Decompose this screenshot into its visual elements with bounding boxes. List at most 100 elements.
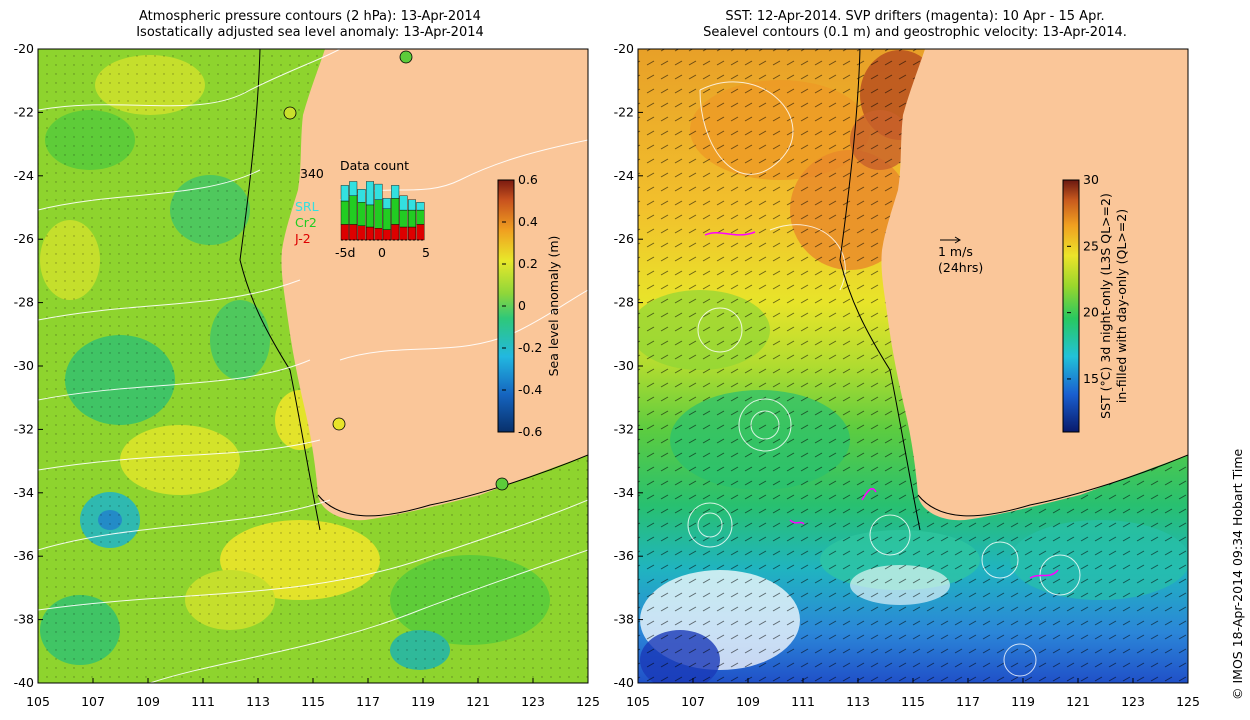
- lon-tick-label: 109: [136, 694, 160, 709]
- lat-tick-label: -30: [14, 358, 34, 373]
- inset-bar-cr2: [382, 208, 391, 230]
- left-land: [281, 49, 588, 521]
- inset-bar-srl: [357, 189, 366, 203]
- lon-tick-label: 117: [956, 694, 980, 709]
- shelf-contour: [317, 454, 588, 517]
- right-title-line1: SST: 12-Apr-2014. SVP drifters (magenta)…: [725, 9, 1105, 24]
- lon-tick-label: 115: [301, 694, 325, 709]
- lon-tick-label: 111: [191, 694, 215, 709]
- lon-tick-label: 107: [81, 694, 105, 709]
- lat-tick-label: -22: [614, 104, 634, 119]
- lon-tick-label: 111: [791, 694, 815, 709]
- inset-bar-j2: [349, 224, 358, 241]
- inset-xtick: 5: [422, 245, 430, 260]
- inset-bar-srl: [408, 199, 417, 211]
- sst-colorbar-label-line2: in-filled with day-only (QL>=2): [1114, 209, 1129, 403]
- inset-bar-j2: [340, 224, 349, 241]
- lat-tick-label: -38: [614, 612, 634, 627]
- inset-bar-j2: [408, 226, 417, 241]
- sst-colorbar-label-line1: SST (°C) 3d night-only (L3S QL>=2): [1098, 193, 1113, 419]
- inset-xtick: 0: [378, 245, 386, 260]
- data-count-inset: Data count 340 SRL Cr2 J-2 -5d 0 5: [294, 158, 430, 260]
- legend-srl: SRL: [295, 199, 319, 214]
- velocity-scale-sublabel: (24hrs): [938, 260, 983, 275]
- sla-colorbar-label: Sea level anomaly (m): [546, 236, 561, 377]
- credit-text: © IMOS 18-Apr-2014 09:34 Hobart Time: [1230, 448, 1245, 700]
- left-title-line2: Isostatically adjusted sea level anomaly…: [136, 25, 484, 40]
- inset-bar-cr2: [399, 209, 408, 228]
- lon-tick-label: 125: [1176, 694, 1200, 709]
- station-marker: [399, 50, 413, 64]
- lon-tick-label: 113: [846, 694, 870, 709]
- inset-bar-cr2: [357, 202, 366, 226]
- svp-drifter-tracks: [704, 231, 1059, 579]
- velocity-scale: 1 m/s (24hrs): [938, 236, 983, 275]
- colorbar-tick-label: -0.4: [518, 382, 542, 397]
- colorbar-tick-label: -0.6: [518, 424, 542, 439]
- inset-bar-cr2: [416, 209, 425, 225]
- sst-colorbar: [1062, 179, 1080, 433]
- colorbar-tick-label: 0.6: [518, 172, 538, 187]
- lat-tick-label: -36: [14, 548, 34, 563]
- inset-bar-srl: [416, 202, 425, 211]
- colorbar-tick-label: 15: [1083, 371, 1099, 386]
- right-lon-ticks: 105 107 109 111 113 115 117 119 121 123 125: [626, 678, 1200, 709]
- lon-tick-label: 113: [246, 694, 270, 709]
- sla-colorbar-ticks: 0.6 0.4 0.2 0 -0.2 -0.4 -0.6: [502, 172, 542, 439]
- inset-bar-j2: [374, 228, 383, 241]
- left-lon-ticks: 105 107 109 111 113 115 117 119 121 123 125: [26, 678, 600, 709]
- colorbar-tick-label: 0: [518, 298, 526, 313]
- velocity-scale-label: 1 m/s: [938, 244, 973, 259]
- inset-bar-cr2: [349, 195, 358, 225]
- left-title-line1: Atmospheric pressure contours (2 hPa): 1…: [139, 9, 481, 24]
- lon-tick-label: 115: [901, 694, 925, 709]
- colorbar-tick-label: 0.2: [518, 256, 538, 271]
- inset-bar-cr2: [366, 204, 375, 228]
- colorbar-tick-label: 0.4: [518, 214, 538, 229]
- lat-tick-label: -40: [614, 675, 634, 690]
- right-title-line2: Sealevel contours (0.1 m) and geostrophi…: [703, 25, 1127, 40]
- lat-tick-label: -36: [614, 548, 634, 563]
- inset-bar-j2: [382, 229, 391, 241]
- right-map-title: SST: 12-Apr-2014. SVP drifters (magenta)…: [640, 9, 1190, 41]
- colorbar-tick-label: 30: [1083, 172, 1099, 187]
- right-land: [881, 49, 1188, 521]
- inset-bar-j2: [416, 224, 425, 241]
- right-lat-ticks: -20 -22 -24 -26 -28 -30 -32 -34 -36 -38 -40: [614, 41, 643, 690]
- left-lat-ticks: -20 -22 -24 -26 -28 -30 -32 -34 -36 -38 -40: [14, 41, 43, 690]
- inset-xtick: -5d: [335, 245, 355, 260]
- lon-tick-label: 121: [466, 694, 490, 709]
- inset-ymax-label: 340: [300, 166, 324, 181]
- lat-tick-label: -24: [614, 168, 634, 183]
- inset-bar-srl: [399, 195, 408, 211]
- lat-tick-label: -28: [614, 295, 634, 310]
- inset-bar-srl: [382, 198, 391, 209]
- station-marker: [283, 106, 297, 120]
- lat-tick-label: -40: [14, 675, 34, 690]
- lon-tick-label: 123: [521, 694, 545, 709]
- lon-tick-label: 117: [356, 694, 380, 709]
- lat-tick-label: -32: [614, 421, 634, 436]
- colorbar-tick-label: -0.2: [518, 340, 542, 355]
- lat-tick-label: -20: [614, 41, 634, 56]
- lat-tick-label: -26: [14, 231, 34, 246]
- inset-bar-srl: [349, 181, 358, 197]
- lat-tick-label: -24: [14, 168, 34, 183]
- lat-tick-label: -26: [614, 231, 634, 246]
- lon-tick-label: 125: [576, 694, 600, 709]
- left-map-title: Atmospheric pressure contours (2 hPa): 1…: [60, 9, 560, 41]
- lat-tick-label: -32: [14, 421, 34, 436]
- inset-bar-j2: [391, 224, 400, 241]
- sst-colorbar-ticks: 30 25 20 15: [1067, 172, 1099, 386]
- inset-bar-j2: [366, 226, 375, 241]
- lat-tick-label: -34: [614, 485, 634, 500]
- lon-tick-label: 107: [681, 694, 705, 709]
- lon-tick-label: 121: [1066, 694, 1090, 709]
- lat-tick-label: -28: [14, 295, 34, 310]
- lon-tick-label: 119: [411, 694, 435, 709]
- lat-tick-label: -38: [14, 612, 34, 627]
- right-map-plot: [638, 49, 1188, 683]
- velocity-scale-arrow-icon: [940, 236, 961, 244]
- lon-tick-label: 105: [26, 694, 50, 709]
